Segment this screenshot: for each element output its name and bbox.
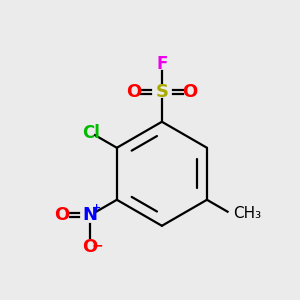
Text: CH₃: CH₃ bbox=[233, 206, 261, 221]
Text: O: O bbox=[126, 83, 141, 101]
Text: O: O bbox=[182, 83, 198, 101]
Text: N: N bbox=[82, 206, 97, 224]
Text: S: S bbox=[155, 83, 168, 101]
Text: O: O bbox=[54, 206, 69, 224]
Text: Cl: Cl bbox=[82, 124, 100, 142]
Text: O: O bbox=[82, 238, 98, 256]
Text: F: F bbox=[156, 55, 168, 73]
Text: −: − bbox=[92, 238, 103, 252]
Text: +: + bbox=[92, 203, 102, 213]
